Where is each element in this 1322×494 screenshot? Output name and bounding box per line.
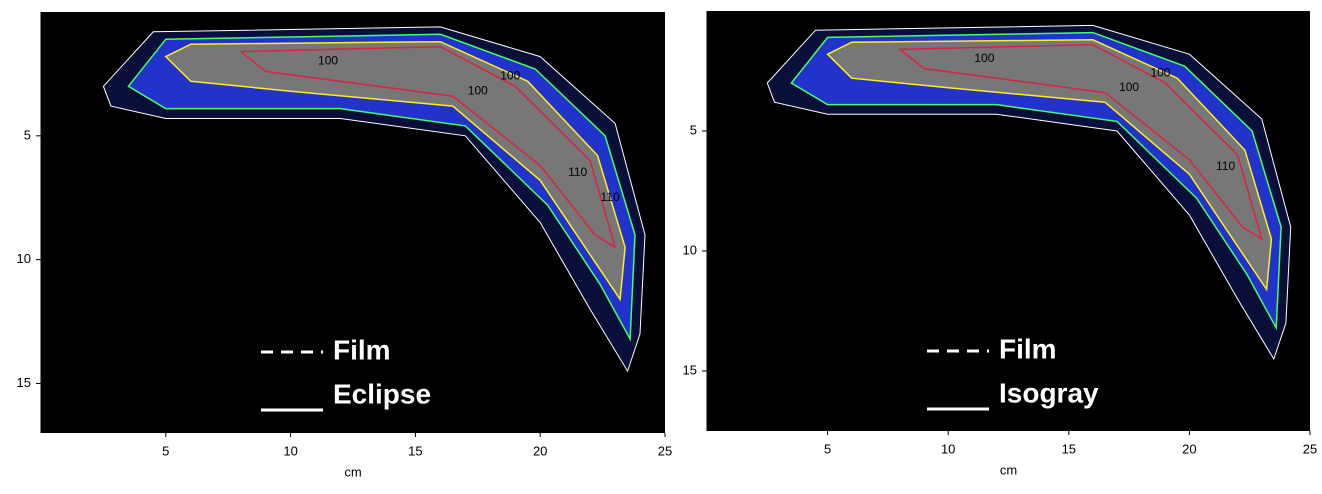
y-tick-label: 5 <box>24 127 31 142</box>
x-tick-label: 20 <box>533 443 547 458</box>
legend-label: Isogray <box>999 377 1099 408</box>
y-tick-label: 10 <box>17 251 31 266</box>
x-tick-label: 5 <box>824 441 831 456</box>
y-tick-label: 15 <box>683 362 697 377</box>
x-tick-label: 10 <box>941 441 955 456</box>
panel: 100 100 100 110 5 10 15 5 10 15 20 25 cm Film Isogray <box>683 11 1317 477</box>
contour-label: 100 <box>468 83 488 97</box>
legend-label: Film <box>333 334 391 365</box>
x-tick-label: 15 <box>1062 441 1076 456</box>
contour-label: 100 <box>1150 66 1170 80</box>
dose-core <box>826 39 1273 292</box>
legend-label: Eclipse <box>333 378 431 409</box>
contour-label: 100 <box>1119 80 1139 94</box>
legend-label: Film <box>999 333 1057 364</box>
contour-label: 100 <box>318 54 338 68</box>
contour-label: 110 <box>568 165 587 179</box>
x-tick-label: 25 <box>1303 441 1317 456</box>
x-axis-label: cm <box>1000 462 1017 477</box>
contour-label: 110 <box>1216 159 1235 173</box>
contour-label: 100 <box>500 69 520 83</box>
contour-label: 110 <box>601 190 620 204</box>
dose-core <box>164 40 626 302</box>
x-tick-label: 25 <box>658 443 672 458</box>
y-tick-label: 10 <box>683 242 697 257</box>
panel: 100 100 100 110 110 5 10 15 5 10 15 20 25 cm Film Eclip… <box>17 12 672 479</box>
dose-high <box>897 43 1264 241</box>
x-tick-label: 20 <box>1182 441 1196 456</box>
x-tick-label: 10 <box>283 443 297 458</box>
contour-label: 100 <box>974 51 994 65</box>
y-tick-label: 15 <box>17 375 31 390</box>
x-tick-label: 5 <box>162 443 169 458</box>
y-tick-label: 5 <box>690 122 697 137</box>
dose-high <box>238 45 617 249</box>
x-tick-label: 15 <box>408 443 422 458</box>
x-axis-label: cm <box>344 464 361 479</box>
